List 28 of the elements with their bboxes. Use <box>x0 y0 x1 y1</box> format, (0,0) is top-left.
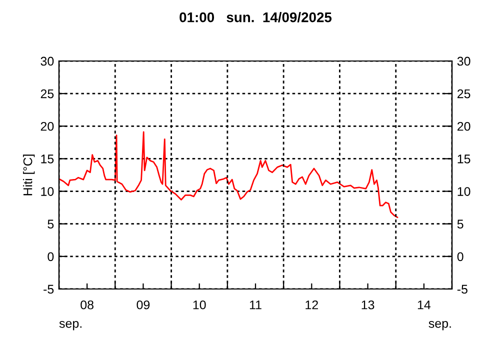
y-axis-title: Hiti [°C] <box>23 154 35 196</box>
y2-tick-label: 30 <box>457 56 470 66</box>
y2-tick-label: 20 <box>457 122 470 131</box>
y-tick-label: 20 <box>40 122 54 131</box>
y-tick-label: 0 <box>48 252 54 262</box>
y2-tick-label: 10 <box>458 187 470 196</box>
y2-tick-label: 5 <box>457 220 464 229</box>
y-tick-label: 10 <box>41 187 54 196</box>
y2-tick-label: 0 <box>457 252 464 262</box>
text: sep. <box>428 320 451 330</box>
chart-title: 01:00 sun. 14/09/2025 <box>180 12 332 22</box>
x-tick-label: 12 <box>306 300 318 310</box>
y-tick-label: 25 <box>40 89 54 98</box>
x-tick-label: 14 <box>418 300 431 310</box>
text: sep. <box>59 320 82 330</box>
y-tick-label: 5 <box>48 220 54 229</box>
x-tick-label: 13 <box>362 300 374 310</box>
y-tick-label: -5 <box>44 284 54 294</box>
x-tick-label: 10 <box>193 300 206 310</box>
y2-tick-label: 25 <box>457 89 470 98</box>
y2-tick-label: 15 <box>458 154 470 164</box>
x-tick-label: 08 <box>80 300 94 310</box>
y-tick-label: 30 <box>40 56 54 66</box>
x-tick-label: 11 <box>250 300 262 310</box>
x-tick-label: 09 <box>136 300 150 310</box>
line-series <box>59 131 398 218</box>
y2-tick-label: -5 <box>457 284 468 294</box>
y-tick-label: 15 <box>41 154 54 164</box>
